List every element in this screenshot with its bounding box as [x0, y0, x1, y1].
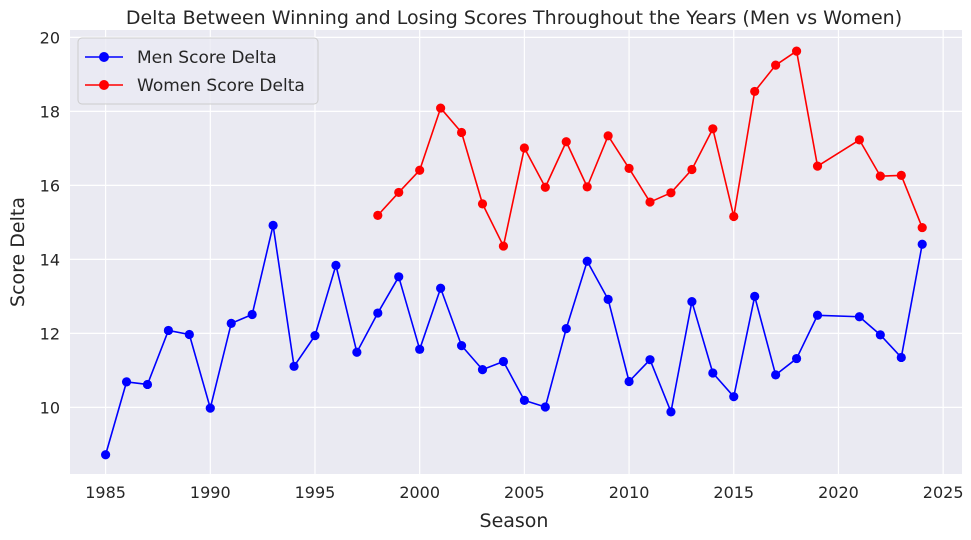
data-point-women: [436, 103, 446, 113]
legend-marker-women: [99, 80, 109, 90]
x-tick-label: 2010: [609, 483, 650, 502]
data-point-men: [184, 329, 194, 340]
legend-label-men: Men Score Delta: [137, 48, 277, 68]
data-point-men: [331, 260, 341, 270]
data-point-women: [456, 127, 467, 138]
data-point-men: [436, 283, 446, 293]
data-point-men: [687, 296, 697, 307]
data-point-men: [163, 325, 174, 336]
data-point-men: [100, 450, 111, 460]
data-point-women: [394, 187, 404, 198]
data-point-men: [812, 310, 823, 320]
data-point-women: [791, 46, 802, 56]
y-tick-label: 16: [40, 176, 60, 195]
data-point-men: [540, 402, 550, 412]
x-axis-ticks: 1985 1990 1995 2000 2005 2010 2015 2020 2025: [85, 483, 963, 502]
x-tick-label: 2020: [818, 483, 859, 502]
data-point-women: [477, 199, 488, 209]
data-point-women: [645, 197, 655, 207]
data-point-women: [917, 222, 927, 233]
data-point-men: [394, 272, 404, 282]
data-point-women: [603, 131, 613, 141]
data-point-women: [750, 86, 760, 97]
data-point-men: [519, 395, 529, 405]
data-point-men: [750, 291, 760, 301]
y-axis-label: Score Delta: [7, 197, 29, 307]
data-point-men: [205, 403, 215, 413]
x-tick-label: 1985: [85, 483, 126, 502]
data-point-men: [415, 344, 425, 354]
data-point-women: [373, 210, 383, 220]
data-point-men: [352, 347, 362, 357]
data-point-men: [373, 308, 383, 318]
data-point-men: [456, 341, 467, 351]
data-point-men: [854, 312, 864, 322]
legend-label-women: Women Score Delta: [137, 76, 305, 96]
data-point-women: [666, 188, 676, 198]
data-point-men: [247, 309, 257, 320]
data-point-women: [498, 241, 509, 251]
x-tick-label: 1995: [295, 483, 336, 502]
data-point-women: [624, 163, 634, 173]
data-point-men: [729, 392, 739, 402]
data-point-men: [624, 376, 634, 387]
x-tick-label: 2015: [713, 483, 754, 502]
data-point-women: [519, 143, 529, 153]
y-axis-ticks: 10 12 14 16 18 20: [40, 28, 60, 417]
data-point-men: [917, 239, 927, 249]
data-point-men: [121, 377, 132, 387]
data-point-women: [896, 170, 906, 181]
y-tick-label: 14: [40, 250, 60, 269]
data-point-men: [603, 294, 613, 304]
data-point-men: [268, 220, 278, 230]
data-point-women: [415, 165, 425, 175]
data-point-women: [875, 171, 885, 181]
data-point-women: [687, 164, 697, 175]
data-point-men: [896, 352, 906, 363]
y-tick-label: 10: [40, 398, 60, 417]
data-point-men: [771, 370, 781, 380]
data-point-women: [561, 137, 571, 147]
legend: Men Score Delta Women Score Delta: [77, 37, 319, 105]
data-point-women: [540, 182, 550, 192]
data-point-women: [812, 161, 823, 171]
data-point-men: [791, 353, 802, 364]
series-line-women: [377, 50, 923, 247]
data-point-women: [854, 135, 864, 145]
legend-box: [77, 37, 319, 105]
data-point-women: [771, 60, 781, 70]
data-point-men: [498, 356, 509, 367]
data-point-men: [875, 330, 885, 340]
x-tick-label: 2000: [399, 483, 440, 502]
data-point-men: [477, 365, 488, 375]
data-point-men: [561, 323, 571, 334]
data-point-men: [142, 379, 153, 390]
chart-title: Delta Between Winning and Losing Scores …: [126, 7, 902, 29]
data-point-women: [708, 124, 718, 134]
x-tick-label: 2025: [923, 483, 964, 502]
y-tick-label: 12: [40, 324, 60, 343]
x-tick-label: 1990: [190, 483, 231, 502]
legend-marker-men: [99, 52, 109, 62]
data-point-women: [729, 211, 739, 222]
data-point-men: [666, 407, 676, 417]
data-point-women: [582, 182, 592, 192]
y-tick-label: 20: [40, 28, 60, 47]
data-point-men: [310, 331, 320, 341]
data-point-men: [708, 368, 718, 378]
y-tick-label: 18: [40, 102, 60, 121]
data-point-men: [645, 355, 655, 365]
data-point-men: [582, 256, 592, 266]
data-point-men: [289, 361, 299, 371]
series-points: [100, 46, 927, 460]
x-axis-label: Season: [480, 510, 549, 532]
grid-lines: [70, 30, 962, 474]
x-tick-label: 2005: [504, 483, 545, 502]
data-point-men: [226, 318, 236, 329]
